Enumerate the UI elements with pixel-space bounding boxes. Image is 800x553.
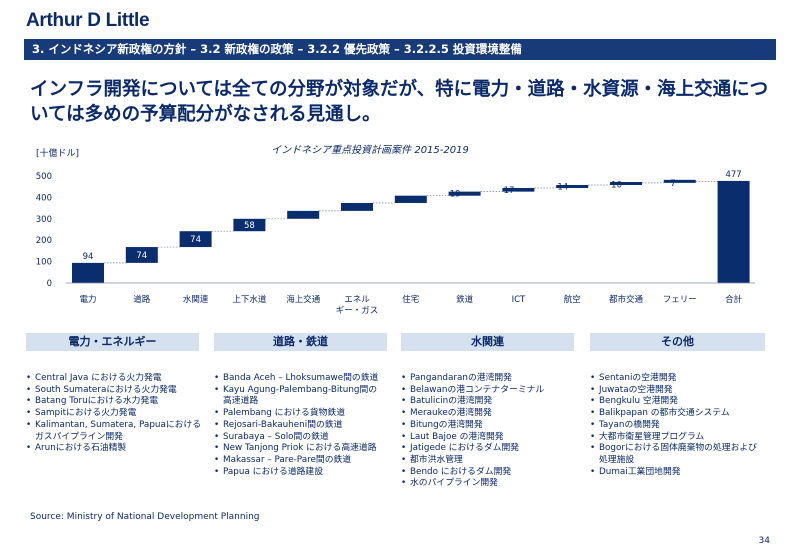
- list-item: Sampitにおける火力発電: [26, 408, 206, 420]
- bar: [233, 218, 266, 232]
- bar-series: [72, 179, 750, 283]
- breadcrumb: 3. インドネシア新政権の方針 – 3.2 新政権の政策 – 3.2.2 優先政…: [24, 39, 776, 60]
- section-header: その他: [590, 333, 765, 351]
- list-item: Batang Toruにおける水力発電: [26, 396, 206, 408]
- list-item: Laut Bajoe の港湾開発: [401, 432, 576, 444]
- list-item: Pangandaranの港湾開発: [401, 373, 576, 385]
- y-tick-label: 200: [36, 236, 52, 246]
- list-item: Bitungの港湾開発: [401, 420, 576, 432]
- y-tick-label: 0: [47, 279, 52, 289]
- bar: [663, 179, 696, 183]
- list-item: 水のパイプライン開発: [401, 478, 576, 490]
- data-label: 17: [504, 186, 515, 196]
- x-tick-label: ICT: [512, 295, 526, 305]
- list-item: New Tanjong Priok における高速道路: [214, 443, 382, 455]
- section-list: Pangandaranの港湾開発Belawanの港コンテナターミナルBatuli…: [401, 373, 576, 490]
- list-item: Balikpapan の都市交通システム: [590, 408, 762, 420]
- data-label: 74: [190, 235, 201, 245]
- y-tick-label: 500: [36, 172, 52, 182]
- list-item: Bendo におけるダム開発: [401, 467, 576, 479]
- list-item: Jatigede におけるダム開発: [401, 443, 576, 455]
- bar: [502, 187, 535, 192]
- data-label: 94: [83, 252, 94, 262]
- data-label: 7: [670, 179, 675, 189]
- list-item: South Sumateraにおける火力発電: [26, 385, 206, 397]
- chart-title: インドネシア重点投資計画案件 2015-2019: [271, 144, 469, 156]
- list-item: Rejosari-Bakauheni間の鉄道: [214, 420, 382, 432]
- list-item: 大都市衛星管理プログラム: [590, 432, 762, 444]
- bar: [125, 247, 158, 263]
- list-item: Kayu Agung-Palembang-Bitung間の高速道路: [214, 385, 382, 408]
- data-label: 14: [557, 182, 568, 192]
- x-tick-label: 鉄道: [456, 294, 474, 305]
- section-list: Central Java における火力発電South Sumateraにおける火…: [26, 373, 206, 455]
- list-item: Surabaya – Solo間の鉄道: [214, 432, 382, 444]
- bar: [394, 195, 427, 203]
- list-item: Kalimantan, Sumatera, Papuaにおけるガスパイプライン開…: [26, 420, 206, 443]
- list-item: Meraukeの港湾開発: [401, 408, 576, 420]
- page-number: 34: [758, 536, 770, 546]
- y-tick-label: 100: [36, 258, 52, 268]
- list-item: Sentaniの空港開発: [590, 373, 762, 385]
- data-label: 477: [725, 170, 741, 180]
- data-label: 74: [136, 251, 147, 261]
- x-tick-label: 航空: [564, 294, 581, 305]
- x-tick-label: 上下水道: [232, 294, 267, 305]
- x-tick-label: 合計: [725, 294, 743, 305]
- y-axis-ticks: 0 100 200 300 400 500: [36, 172, 52, 289]
- list-item: Banda Aceh – Lhoksumawe間の鉄道: [214, 373, 382, 385]
- list-item: Bogorにおける固体廃棄物の処理および処理施設: [590, 443, 762, 466]
- list-item: Central Java における火力発電: [26, 373, 206, 385]
- data-label: 10: [611, 180, 622, 190]
- section-header: 水関連: [401, 333, 574, 351]
- bar: [610, 181, 642, 185]
- x-tick-label: 海上交通: [286, 294, 321, 305]
- list-item: Dumai工業団地開発: [590, 467, 762, 479]
- list-item: Belawanの港コンテナターミナル: [401, 385, 576, 397]
- data-label: 37: [342, 203, 353, 213]
- data-label: 37: [288, 211, 299, 221]
- source-note: Source: Ministry of National Development…: [30, 512, 260, 522]
- data-label: 58: [244, 221, 255, 231]
- x-tick-label: フェリー: [663, 295, 697, 305]
- page-title: インフラ開発については全ての分野が対象だが、特に電力・道路・水資源・海上交通につ…: [30, 79, 769, 125]
- waterfall-chart: インドネシア重点投資計画案件 2015-2019 [十億ドル] 0 100 200 3…: [36, 144, 755, 316]
- value-labels: 94 74 74 58 37 37 34 19 17 14 10 7 477: [83, 170, 742, 262]
- section-list: Banda Aceh – Lhoksumawe間の鉄道Kayu Agung-Pa…: [214, 373, 382, 478]
- section-header: 電力・エネルギー: [26, 333, 199, 351]
- x-tick-label: 道路: [133, 294, 151, 305]
- y-tick-label: 400: [36, 193, 52, 203]
- section-list: Sentaniの空港開発Juwataの空港開発Bengkulu 空港開発Bali…: [590, 373, 762, 478]
- bar: [341, 202, 373, 211]
- x-tick-label: 電力: [79, 294, 96, 305]
- list-item: Bengkulu 空港開発: [590, 396, 762, 408]
- company-logo: Arthur D Little: [26, 10, 150, 31]
- section-header: 道路・鉄道: [214, 333, 387, 351]
- x-tick-label: 住宅: [402, 294, 419, 305]
- list-item: Batulicinの港湾開発: [401, 396, 576, 408]
- connector-lines: [104, 180, 718, 264]
- list-item: 都市洪水管理: [401, 455, 576, 467]
- list-item: Palembang における貨物鉄道: [214, 408, 382, 420]
- x-axis-labels: 電力 道路 水関連 上下水道 海上交通 エネルギー・ガス 住宅 鉄道 ICT 航空 都市交通 フェリー…: [79, 294, 742, 316]
- y-tick-label: 300: [36, 215, 52, 225]
- list-item: Juwataの空港開発: [590, 385, 762, 397]
- list-item: Makassar – Pare-Pare間の鉄道: [214, 455, 382, 467]
- data-label: 19: [450, 190, 461, 200]
- bar: [448, 191, 481, 196]
- list-item: Papua における道路建設: [214, 467, 382, 479]
- bar: [717, 180, 750, 283]
- bar: [179, 231, 212, 248]
- x-tick-label: 都市交通: [609, 294, 644, 305]
- data-label: 34: [396, 195, 407, 205]
- list-item: Arunにおける石油精製: [26, 443, 206, 455]
- bar: [72, 262, 104, 283]
- x-tick-label: 水関連: [183, 294, 209, 305]
- x-tick-label: エネルギー・ガス: [336, 295, 379, 316]
- list-item: Tayanの橋開発: [590, 420, 762, 432]
- bar: [287, 210, 320, 219]
- bar: [556, 184, 589, 188]
- y-axis-label: [十億ドル]: [36, 147, 79, 159]
